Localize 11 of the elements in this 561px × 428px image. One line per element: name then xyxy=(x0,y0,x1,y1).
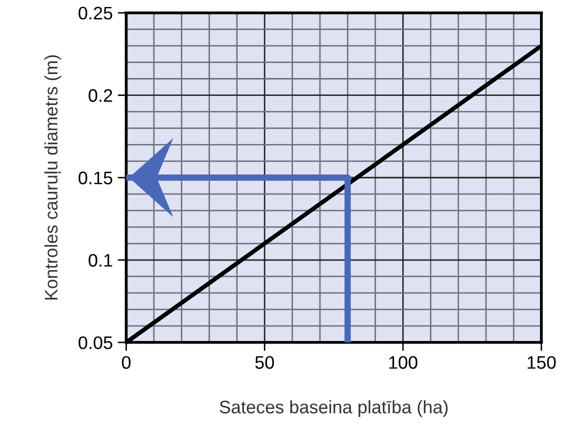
x-tick-label: 0 xyxy=(122,356,131,369)
y-axis-title: Kontroles cauruļu diametrs (m) xyxy=(44,55,62,300)
y-tick-label: 0.2 xyxy=(88,89,112,102)
y-tick-label: 0.1 xyxy=(88,254,112,267)
x-tick-label: 150 xyxy=(528,356,556,369)
y-tick-label: 0.25 xyxy=(78,6,112,20)
x-tick-label: 100 xyxy=(389,356,418,369)
y-tick-label: 0.05 xyxy=(78,336,112,350)
x-tick-label: 50 xyxy=(255,356,274,369)
y-tick-label: 0.15 xyxy=(78,172,112,184)
x-axis-title: Sateces baseina platība (ha) xyxy=(220,400,448,418)
